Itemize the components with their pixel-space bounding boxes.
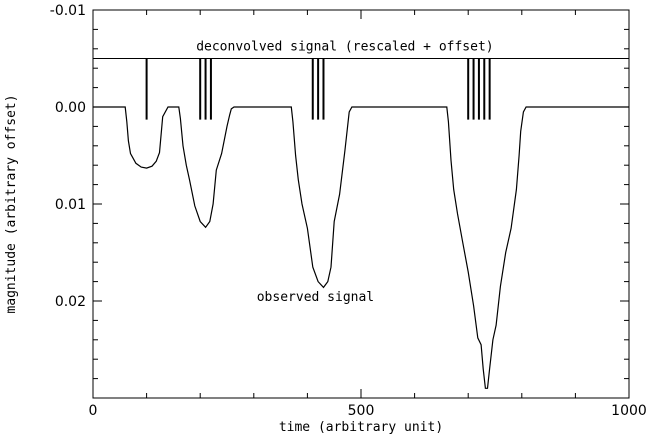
- x-axis: 0 500 1000: [89, 10, 647, 419]
- x-tick-label: 500: [348, 403, 375, 419]
- y-tick-label: 0.01: [55, 197, 86, 213]
- annotations: deconvolved signal (rescaled + offset) ob…: [196, 40, 493, 305]
- observed-label: observed signal: [257, 290, 374, 305]
- y-axis: -0.01 0.00 0.01 0.02: [50, 3, 629, 399]
- y-tick-label: 0.00: [55, 100, 86, 116]
- chart-marks: [93, 58, 629, 389]
- y-axis-label: magnitude (arbitrary offset): [4, 94, 19, 313]
- y-tick-label: -0.01: [50, 3, 86, 19]
- y-tick-label: 0.02: [55, 294, 86, 310]
- plot-frame: [92, 9, 630, 399]
- x-axis-label: time (arbitrary unit): [279, 420, 443, 435]
- deconvolved-label: deconvolved signal (rescaled + offset): [196, 40, 493, 55]
- x-tick-label: 1000: [611, 403, 647, 419]
- x-tick-label: 0: [89, 403, 98, 419]
- observed-signal-line: [93, 106, 629, 389]
